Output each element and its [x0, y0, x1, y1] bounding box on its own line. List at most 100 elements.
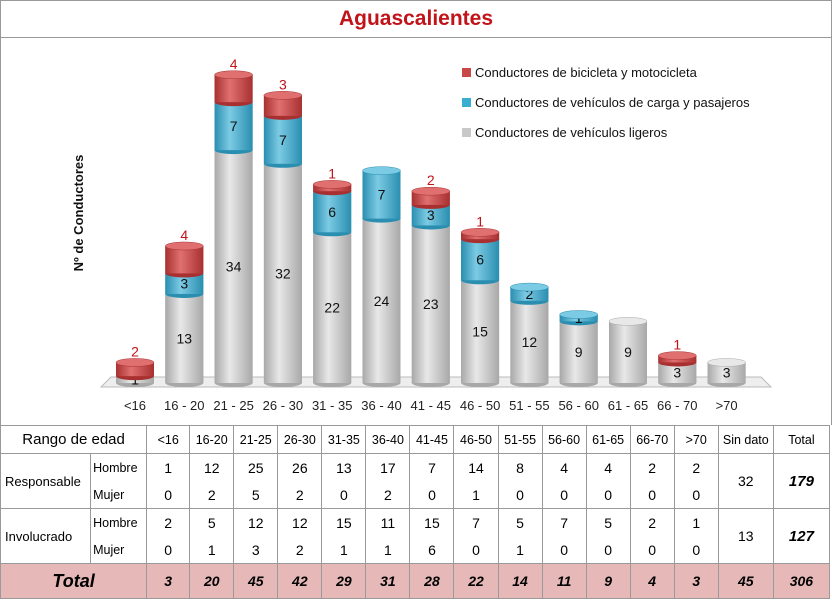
- cell-value: 7: [541, 508, 587, 536]
- header-cell: 51-55: [497, 425, 543, 454]
- x-tick-label: 51 - 55: [509, 398, 549, 413]
- cell-value: 1: [189, 536, 235, 564]
- sex-label: Mujer: [90, 536, 148, 564]
- bar-segment-body: [559, 321, 598, 383]
- data-label: 12: [522, 334, 538, 350]
- table-row: Involucrado Hombre 2 5 12 12 15 11 15 7 5 7 5 2 1 13 127: [0, 508, 831, 564]
- cell-value: 2: [629, 453, 675, 481]
- bar-top: [115, 358, 155, 367]
- row-total: 127: [772, 508, 831, 564]
- header-cell: 36-40: [365, 425, 411, 454]
- total-value: 45: [233, 563, 279, 599]
- cell-value: 4: [541, 453, 587, 481]
- cell-value: 5: [233, 481, 279, 509]
- total-value: 28: [409, 563, 455, 599]
- header-cell: >70: [673, 425, 719, 454]
- sex-label: Hombre: [90, 453, 148, 481]
- bar-segment-body: [461, 280, 500, 383]
- cell-value: 2: [189, 481, 235, 509]
- bar-segment-body: [658, 362, 697, 383]
- cell-value: 13: [321, 453, 367, 481]
- total-value: 4: [629, 563, 675, 599]
- cell-value: 0: [497, 481, 543, 509]
- bar-top: [263, 91, 303, 100]
- cell-value: 0: [453, 536, 499, 564]
- bar-top: [460, 228, 500, 237]
- data-label: 32: [275, 265, 291, 281]
- data-label: 2: [526, 286, 534, 302]
- cell-value: 0: [146, 481, 191, 509]
- sin-dato-value: 13: [717, 508, 774, 564]
- table-row: Mujer 0 2 5 2 0 2 0 1 0 0 0 0 0: [1, 481, 830, 509]
- total-sin-dato: 45: [717, 563, 774, 599]
- header-cell: 41-45: [409, 425, 455, 454]
- cell-value: 6: [409, 536, 455, 564]
- group-label: Involucrado: [0, 508, 92, 564]
- total-value: 31: [365, 563, 411, 599]
- header-cell: 31-35: [321, 425, 367, 454]
- cell-value: 2: [365, 481, 411, 509]
- cell-value: 12: [233, 508, 279, 536]
- bar-segment-body: [263, 115, 302, 164]
- legend-swatch: [462, 98, 471, 107]
- data-label: 6: [476, 252, 484, 268]
- cell-value: 2: [277, 536, 323, 564]
- sex-label: Hombre: [90, 508, 148, 536]
- cell-value: 5: [585, 508, 631, 536]
- data-label: 7: [230, 118, 238, 134]
- cell-value: 7: [453, 508, 499, 536]
- data-label: 3: [673, 365, 681, 381]
- bar-stack-11: 31: [658, 337, 697, 387]
- data-label: 3: [723, 365, 731, 381]
- x-tick-label: 26 - 30: [263, 398, 303, 413]
- bar-stack-2: 34 7 4: [214, 56, 253, 387]
- total-value: 14: [497, 563, 543, 599]
- group-label: Responsable: [0, 453, 92, 509]
- x-tick-label: 66 - 70: [657, 398, 697, 413]
- x-tick-label: 21 - 25: [213, 398, 253, 413]
- bar-segment-body: [313, 232, 352, 383]
- total-value: 29: [321, 563, 367, 599]
- cell-value: 2: [673, 453, 719, 481]
- header-cell: 26-30: [277, 425, 323, 454]
- bar-top: [411, 186, 451, 196]
- cell-value: 0: [409, 481, 455, 509]
- cell-value: 17: [365, 453, 411, 481]
- legend-label: Conductores de vehículos de carga y pasa…: [475, 95, 750, 110]
- data-label: 4: [180, 227, 188, 243]
- bar-segment-body: [362, 170, 401, 219]
- data-label: 22: [324, 300, 340, 316]
- cell-value: 0: [321, 481, 367, 509]
- bar-stack-9: 91: [559, 310, 598, 387]
- data-label: 13: [177, 330, 193, 346]
- data-table: Rango de edad <16 16-20 21-25 26-30 31-35 36-4…: [0, 425, 831, 599]
- bar-stack-12: 3: [707, 358, 746, 387]
- bar-segment-body: [214, 102, 253, 151]
- bar-top: [312, 180, 352, 189]
- data-label: 4: [230, 56, 238, 72]
- cell-value: 2: [629, 508, 675, 536]
- legend-label: Conductores de bicicleta y motocicleta: [475, 65, 698, 80]
- legend-swatch: [462, 128, 471, 137]
- total-value: 22: [453, 563, 499, 599]
- total-value: 20: [189, 563, 235, 599]
- table-row: Mujer 0 1 3 2 1 1 6 0 1 0 0 0 0: [1, 536, 830, 564]
- bar-segment-body: [510, 300, 549, 383]
- cell-value: 14: [453, 453, 499, 481]
- bar-top: [559, 310, 598, 319]
- table-row: Responsable Hombre 1 12 25 26 13 17 7 14 8 4 4 2 2 32 17…: [0, 453, 831, 509]
- total-value: 42: [277, 563, 323, 599]
- bar-segment-body: [214, 74, 253, 103]
- legend-label: Conductores de vehículos ligeros: [475, 125, 668, 140]
- cell-value: 0: [629, 481, 675, 509]
- cell-value: 0: [673, 481, 719, 509]
- cell-value: 4: [585, 453, 631, 481]
- row-total: 179: [772, 453, 831, 509]
- x-tick-label: 61 - 65: [608, 398, 648, 413]
- header-cell: 56-60: [541, 425, 587, 454]
- bar-segment-body: [313, 191, 352, 233]
- cell-value: 1: [365, 536, 411, 564]
- cell-value: 0: [541, 481, 587, 509]
